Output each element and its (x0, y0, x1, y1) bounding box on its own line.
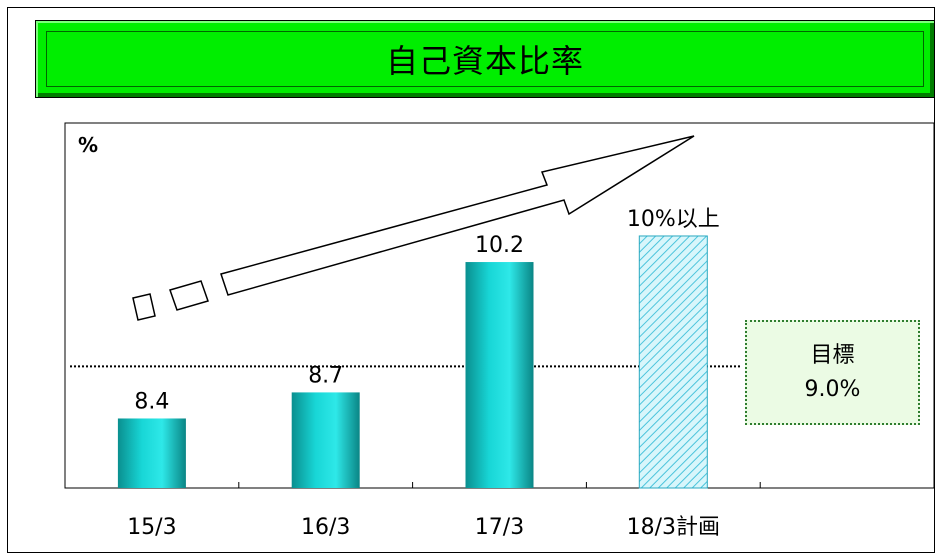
category-label: 15/3 (127, 515, 176, 540)
title-banner: 自己資本比率 (35, 20, 935, 98)
value-label: 8.7 (308, 363, 343, 388)
target-value: 9.0% (804, 376, 861, 402)
category-label: 18/3計画 (627, 515, 720, 540)
target-label: 目標 (810, 342, 855, 368)
bar-planned (638, 235, 708, 489)
value-label: 10%以上 (627, 207, 720, 232)
bar (291, 392, 360, 488)
value-label: 8.4 (134, 389, 169, 414)
target-box: 目標 9.0% (745, 320, 920, 425)
title-banner-inner: 自己資本比率 (46, 31, 924, 87)
bar (117, 418, 186, 488)
bar (465, 262, 534, 488)
chart-title: 自己資本比率 (385, 42, 584, 80)
growth-arrow-icon (132, 135, 695, 321)
unit-label: % (78, 133, 98, 157)
value-label: 10.2 (475, 233, 524, 258)
category-label: 17/3 (475, 515, 524, 540)
category-label: 16/3 (301, 515, 350, 540)
